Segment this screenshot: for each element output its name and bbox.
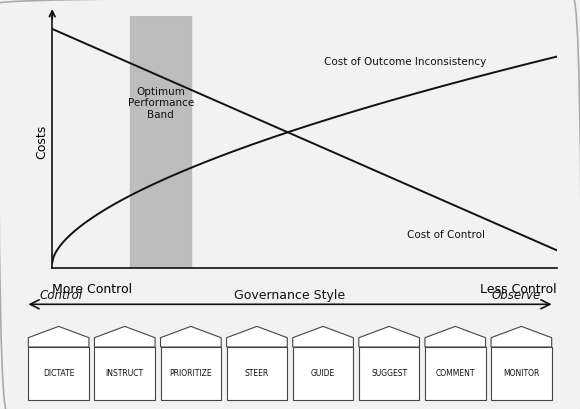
Text: Observe: Observe (491, 289, 541, 302)
Y-axis label: Costs: Costs (35, 125, 48, 159)
Bar (293, 347, 353, 400)
Text: Optimum
Performance
Band: Optimum Performance Band (128, 87, 194, 120)
Bar (227, 347, 287, 400)
Polygon shape (491, 326, 552, 347)
Polygon shape (359, 326, 419, 347)
Text: Cost of Control: Cost of Control (407, 230, 485, 240)
Bar (425, 347, 485, 400)
Bar (359, 347, 419, 400)
Text: Less Control: Less Control (480, 283, 557, 296)
Bar (28, 347, 89, 400)
Text: COMMENT: COMMENT (436, 369, 475, 378)
Bar (161, 347, 221, 400)
Polygon shape (425, 326, 485, 347)
Text: DICTATE: DICTATE (43, 369, 74, 378)
Polygon shape (293, 326, 353, 347)
Polygon shape (28, 326, 89, 347)
Text: INSTRUCT: INSTRUCT (106, 369, 144, 378)
Text: Cost of Outcome Inconsistency: Cost of Outcome Inconsistency (324, 56, 487, 67)
Text: PRIORITIZE: PRIORITIZE (169, 369, 212, 378)
Text: More Control: More Control (52, 283, 132, 296)
Text: SUGGEST: SUGGEST (371, 369, 407, 378)
Bar (130, 16, 191, 268)
Text: GUIDE: GUIDE (311, 369, 335, 378)
Polygon shape (161, 326, 221, 347)
Text: Governance Style: Governance Style (234, 289, 346, 302)
Bar (491, 347, 552, 400)
Text: Control: Control (39, 289, 82, 302)
Text: MONITOR: MONITOR (503, 369, 539, 378)
Bar (95, 347, 155, 400)
Text: STEER: STEER (245, 369, 269, 378)
Polygon shape (95, 326, 155, 347)
Polygon shape (227, 326, 287, 347)
